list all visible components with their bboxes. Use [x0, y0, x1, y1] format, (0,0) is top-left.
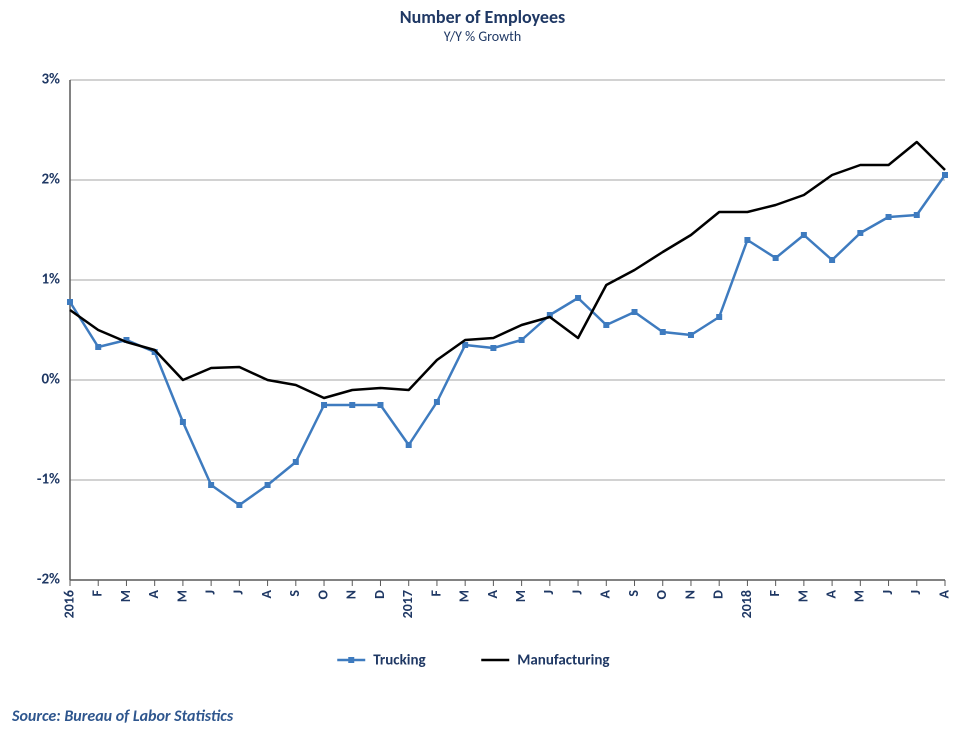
series-marker-trucking — [293, 460, 298, 465]
y-tick-label: -2% — [37, 571, 60, 589]
x-tick-label: F — [427, 589, 444, 596]
x-tick-label: A — [258, 589, 275, 598]
series-marker-trucking — [434, 400, 439, 405]
x-tick-label: A — [822, 589, 839, 598]
series-marker-trucking — [322, 403, 327, 408]
x-tick-label: M — [851, 590, 868, 602]
x-tick-label: 2018 — [738, 590, 755, 618]
series-marker-trucking — [801, 233, 806, 238]
x-tick-label: M — [512, 590, 529, 602]
x-tick-label: M — [456, 590, 473, 602]
x-tick-label: A — [597, 589, 614, 598]
x-tick-label: N — [681, 590, 698, 599]
x-tick-label: D — [371, 590, 388, 599]
series-marker-trucking — [632, 310, 637, 315]
series-marker-trucking — [830, 258, 835, 263]
source-text: Source: Bureau of Labor Statistics — [12, 707, 233, 726]
series-marker-trucking — [576, 296, 581, 301]
legend-marker — [348, 657, 354, 663]
x-tick-label: M — [117, 590, 134, 602]
series-marker-trucking — [858, 231, 863, 236]
y-tick-label: 0% — [41, 371, 60, 389]
y-tick-label: -1% — [37, 471, 60, 489]
x-tick-label: F — [766, 589, 783, 596]
chart-svg: -2% -1% 0% 1% 2% 3% 2016 F M A M J J A S O N D 2017 F M A M J J A… — [0, 0, 965, 732]
x-tick-label: F — [89, 589, 106, 596]
x-tick-label: S — [286, 590, 303, 597]
x-tick-label: J — [230, 590, 247, 595]
series-marker-trucking — [463, 343, 468, 348]
series-marker-trucking — [717, 315, 722, 320]
y-tick-label: 2% — [41, 171, 60, 189]
x-tick-label: N — [343, 590, 360, 599]
series-marker-trucking — [660, 330, 665, 335]
legend-label: Trucking — [373, 652, 425, 670]
x-tick-label: J — [879, 590, 896, 595]
series-marker-trucking — [688, 333, 693, 338]
series-marker-trucking — [237, 503, 242, 508]
x-tick-label: A — [145, 589, 162, 598]
x-tick-label: J — [540, 590, 557, 595]
series-line-trucking — [70, 175, 945, 505]
x-tick-label: A — [935, 589, 952, 598]
series-marker-trucking — [519, 338, 524, 343]
series-marker-trucking — [350, 403, 355, 408]
x-tick-label: 2017 — [399, 590, 416, 618]
x-tick-label: 2016 — [60, 590, 77, 618]
series-marker-trucking — [180, 420, 185, 425]
series-marker-trucking — [491, 346, 496, 351]
x-tick-label: D — [710, 590, 727, 599]
x-tick-label: M — [173, 590, 190, 602]
x-tick-label: O — [314, 589, 331, 599]
series-marker-trucking — [96, 345, 101, 350]
x-tick-label: J — [202, 590, 219, 595]
series-marker-trucking — [745, 238, 750, 243]
x-tick-label: J — [568, 590, 585, 595]
x-tick-label: A — [484, 589, 501, 598]
x-tick-label: J — [907, 590, 924, 595]
series-marker-trucking — [378, 403, 383, 408]
x-tick-label: M — [794, 590, 811, 602]
series-marker-trucking — [886, 215, 891, 220]
series-marker-trucking — [773, 256, 778, 261]
series-marker-trucking — [914, 213, 919, 218]
x-tick-label: O — [653, 589, 670, 599]
y-tick-label: 1% — [41, 271, 60, 289]
series-marker-trucking — [943, 173, 948, 178]
series-marker-trucking — [68, 300, 73, 305]
series-marker-trucking — [406, 443, 411, 448]
x-tick-label: S — [625, 590, 642, 597]
chart-container: Number of Employees Y/Y % Growth -2%-1%0… — [0, 0, 965, 732]
series-marker-trucking — [209, 483, 214, 488]
y-tick-label: 3% — [41, 71, 60, 89]
legend-label: Manufacturing — [517, 652, 609, 670]
series-marker-trucking — [265, 483, 270, 488]
series-marker-trucking — [604, 323, 609, 328]
